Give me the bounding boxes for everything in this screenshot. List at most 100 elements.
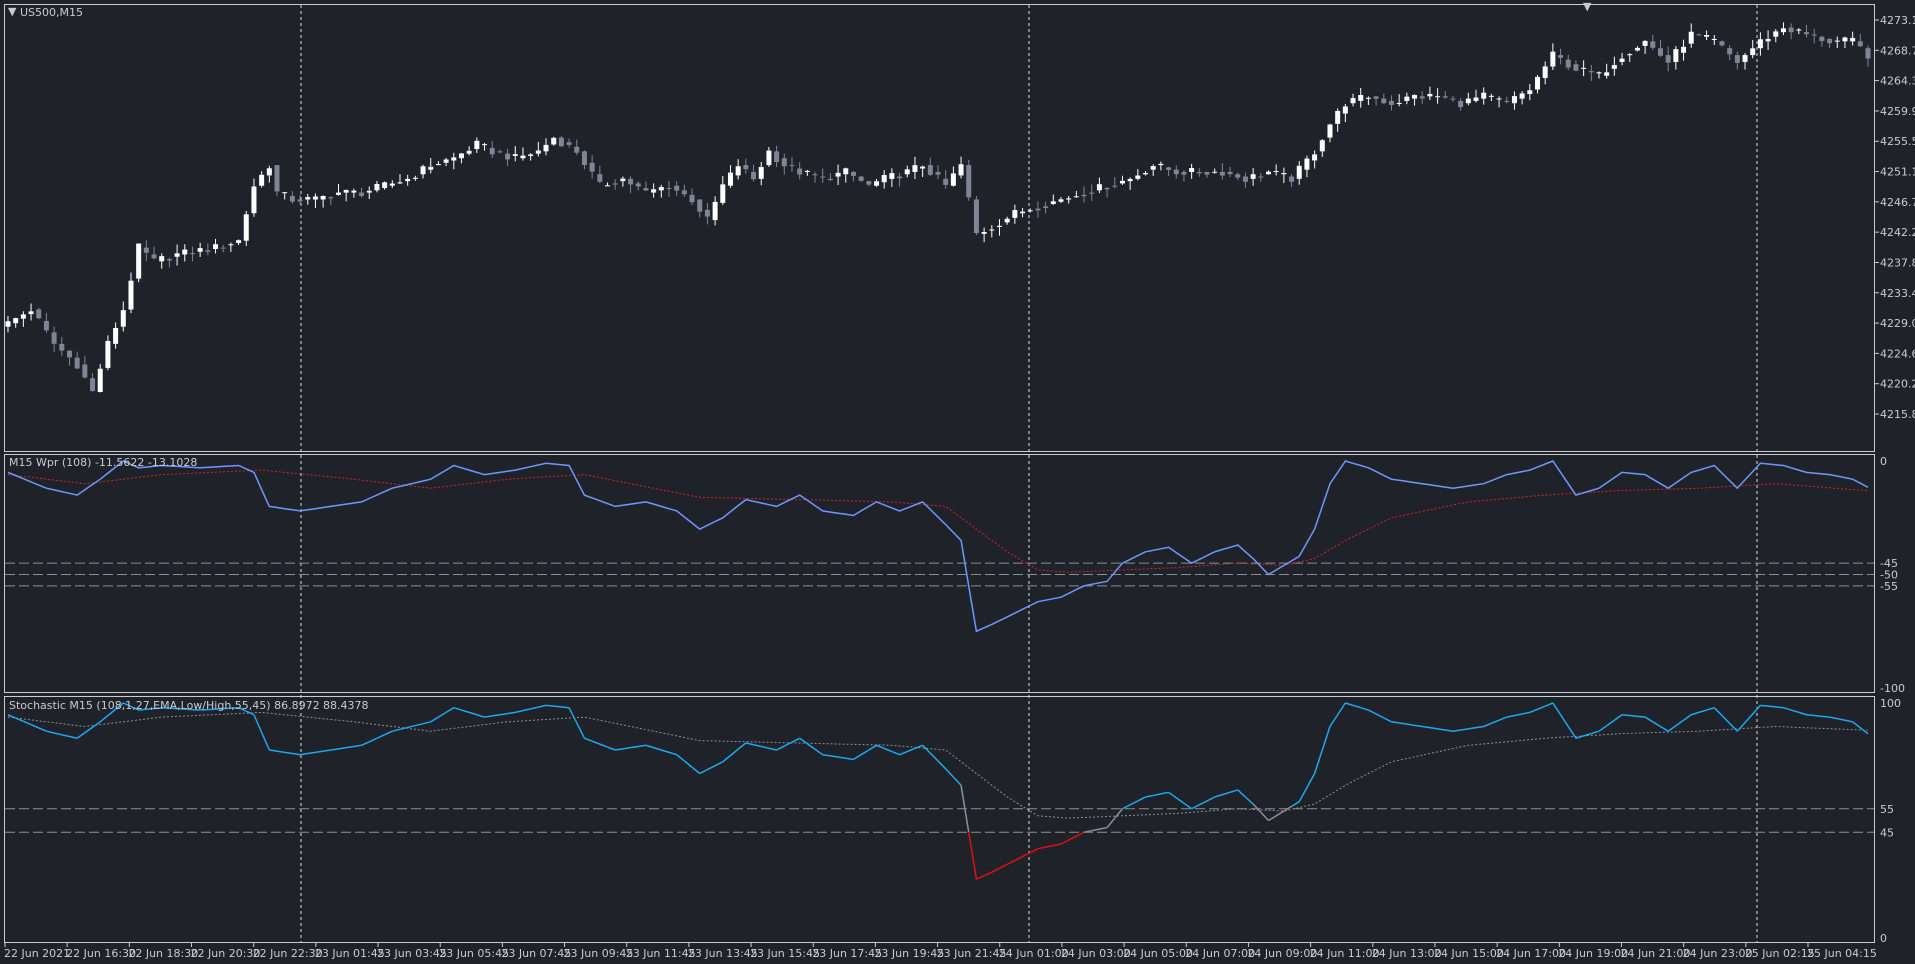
price-axis-label: 4233.40 <box>1880 287 1915 300</box>
stochastic-segment <box>522 708 531 712</box>
stochastic-segment <box>84 726 93 734</box>
stochastic-segment <box>1198 800 1208 806</box>
stochastic-segment <box>353 744 362 748</box>
time-axis-label: 24 Jun 23:00 <box>1683 947 1753 960</box>
stochastic-segment <box>53 732 62 736</box>
stochastic-segment <box>691 766 701 775</box>
candle-body <box>489 147 495 155</box>
candle-body <box>1481 92 1487 99</box>
candle-body <box>236 240 242 244</box>
candle-body <box>1450 98 1456 100</box>
stochastic-segment <box>806 743 816 750</box>
price-panel-frame <box>4 4 1875 452</box>
candle-body <box>20 314 26 319</box>
stochastic-segment <box>245 710 255 716</box>
stochastic-segment <box>1183 802 1193 810</box>
candle-body <box>1458 100 1464 108</box>
candle-body <box>835 172 841 177</box>
stochastic-segment <box>1798 711 1807 716</box>
stochastic-segment <box>1053 843 1062 847</box>
candle-body <box>1581 67 1587 69</box>
stochastic-segment <box>1399 722 1407 725</box>
stochastic-segment <box>276 750 285 754</box>
candle-body <box>351 190 357 193</box>
stochastic-segment <box>30 723 40 729</box>
candle-body <box>927 165 933 175</box>
candle-body <box>1542 66 1548 78</box>
stochastic-segment <box>599 743 608 748</box>
candle-body <box>90 378 96 392</box>
stochastic-segment <box>1222 791 1231 796</box>
chart-title-arrow-icon[interactable]: ▼ <box>8 5 17 18</box>
candle-body <box>943 178 949 185</box>
candle-body <box>1166 167 1172 170</box>
candle-body <box>282 192 288 194</box>
candle-body <box>1396 102 1402 104</box>
candle-body <box>297 199 303 202</box>
candle-body <box>1719 41 1725 46</box>
stochastic-segment <box>1414 724 1423 728</box>
stochastic-segment <box>768 747 777 751</box>
candle-body <box>128 280 134 310</box>
candle-body <box>51 332 57 344</box>
stochastic-segment <box>761 745 770 749</box>
chart-shift-marker-icon[interactable]: ▼ <box>1583 0 1592 13</box>
stochastic-panel-frame <box>4 696 1875 943</box>
stochastic-segment <box>392 728 401 732</box>
candle-body <box>889 173 895 179</box>
time-axis-label: 23 Jun 07:45 <box>501 947 571 960</box>
stochastic-segment <box>607 746 616 751</box>
candle-body <box>1081 194 1087 197</box>
stochastic-segment <box>238 707 247 712</box>
candle-body <box>973 199 979 234</box>
candle-body <box>120 310 126 327</box>
stochastic-axis-label: 100 <box>1880 697 1901 710</box>
candle-body <box>1173 169 1179 175</box>
candle-body <box>1857 41 1863 47</box>
stochastic-segment <box>976 875 985 880</box>
candle-body <box>843 168 849 175</box>
candle-body <box>1827 39 1833 44</box>
stochastic-segment <box>146 707 155 711</box>
candle-body <box>727 172 733 186</box>
candle-body <box>1804 32 1810 35</box>
stochastic-segment <box>438 711 447 718</box>
stochastic-segment <box>376 734 385 739</box>
candle-body <box>1388 100 1394 105</box>
candle-body <box>1350 98 1356 104</box>
stochastic-segment <box>1706 706 1715 711</box>
candle-body <box>881 175 887 183</box>
candle-body <box>581 151 587 165</box>
candle-body <box>827 178 833 181</box>
stochastic-segment <box>1029 848 1039 854</box>
candle-body <box>259 174 265 186</box>
candle-body <box>389 183 395 186</box>
stochastic-segment <box>1775 706 1784 709</box>
stochastic-segment <box>346 745 354 749</box>
stochastic-axis-label: 0 <box>1880 932 1887 945</box>
candle-body <box>1496 98 1502 100</box>
stochastic-segment <box>737 742 747 750</box>
stochastic-segment <box>299 752 308 756</box>
stochastic-segment <box>584 737 593 742</box>
stochastic-segment <box>99 714 109 723</box>
candlesticks <box>5 22 1871 393</box>
candle-body <box>1773 31 1779 37</box>
candle-body <box>789 165 795 167</box>
candle-body <box>1342 106 1348 114</box>
stochastic-segment <box>568 707 578 724</box>
stochastic-segment <box>1313 749 1324 774</box>
stochastic-segment <box>968 832 978 880</box>
candle-body <box>1135 175 1141 179</box>
candle-body <box>428 166 434 170</box>
stochastic-segment <box>507 711 516 715</box>
candle-body <box>1035 208 1041 211</box>
stochastic-segment <box>1275 810 1285 817</box>
stochastic-segment <box>115 702 124 710</box>
candle-body <box>1727 48 1733 55</box>
stochastic-segment <box>1468 726 1477 730</box>
candle-body <box>966 165 972 198</box>
candle-body <box>1550 51 1556 67</box>
candle-body <box>1627 54 1633 56</box>
